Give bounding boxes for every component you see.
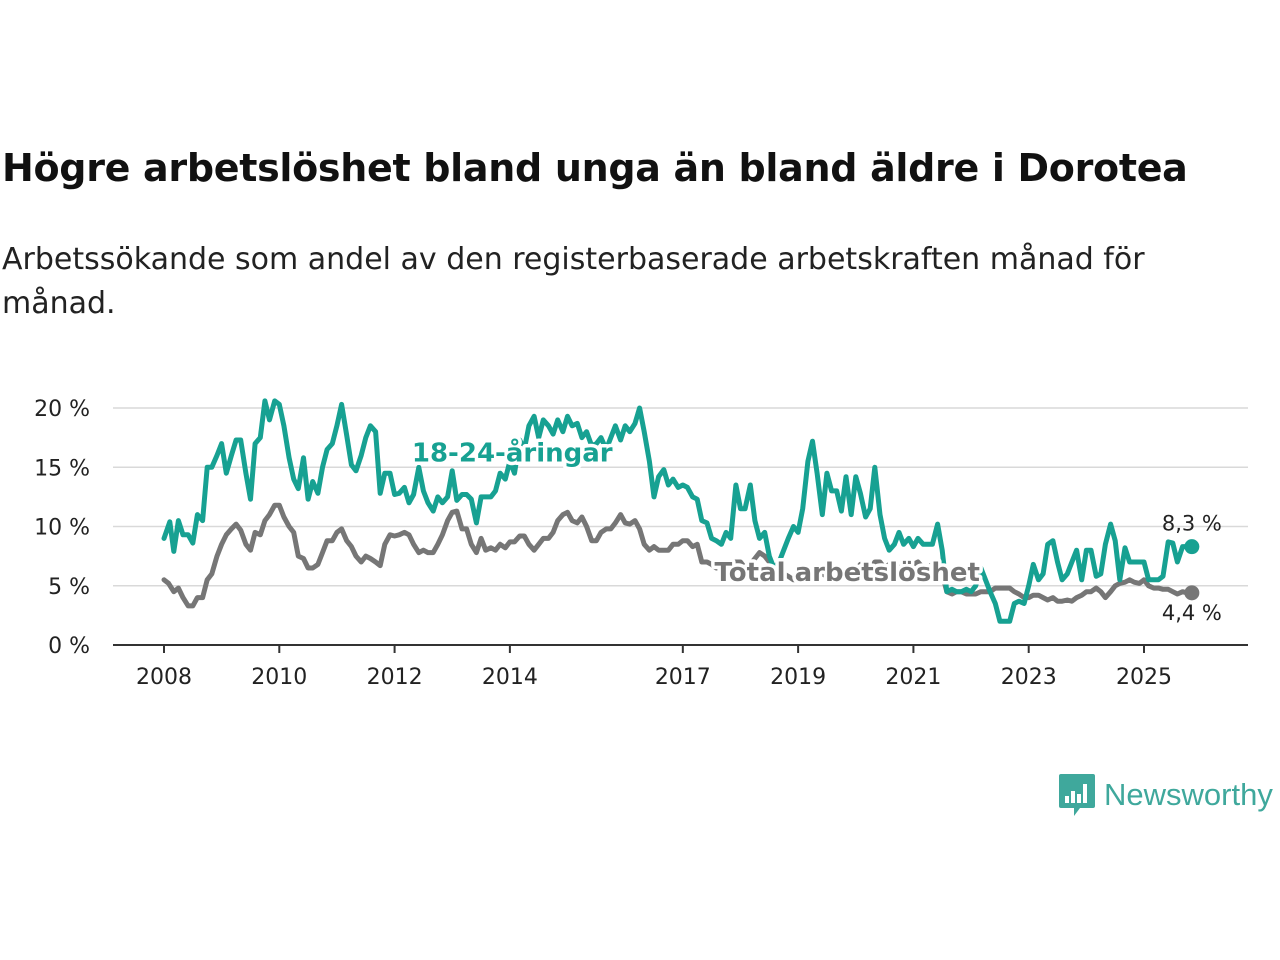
series-end-value: 4,4 % [1162,601,1222,625]
y-tick-label: 0 % [48,634,90,659]
series-lines [161,398,1200,624]
x-tick-label: 2023 [1001,665,1057,690]
x-tick-label: 2010 [251,665,307,690]
chart-subtitle: Arbetssökande som andel av den registerb… [2,242,1145,321]
x-tick-label: 2008 [136,665,192,690]
series-end-marker [1184,539,1200,555]
series-end-value: 8,3 % [1162,512,1222,536]
y-tick-label: 5 % [48,575,90,600]
bar-chart-speech-bubble-icon [1059,774,1095,816]
x-tick-label: 2019 [770,665,826,690]
series-label: 18-24-åringar [412,436,613,468]
series-labels: 18-24-åringar 8,3 % Total arbetslöshet 4,4 … [408,433,1222,625]
series-line [161,502,1195,609]
x-axis: 2008 2010 2012 2014 2017 2019 2021 2023 2025 [113,644,1248,690]
x-tick-label: 2012 [367,665,423,690]
x-tick-label: 2025 [1116,665,1172,690]
brand-name: Newsworthy [1104,777,1273,812]
series-line [161,398,1195,624]
y-axis-tick-labels: 0 % 5 % 10 % 15 % 20 % [34,397,90,659]
newsworthy-logo: Newsworthy [1058,772,1273,818]
x-tick-label: 2017 [655,665,711,690]
x-tick-label: 2014 [482,665,538,690]
y-tick-label: 20 % [34,397,90,422]
y-tick-label: 10 % [34,516,90,541]
x-tick-label: 2021 [885,665,941,690]
y-tick-label: 15 % [34,456,90,481]
chart-title: Högre arbetslöshet bland unga än bland ä… [2,146,1188,190]
series-label: Total arbetslöshet [715,558,980,588]
series-end-marker [1184,585,1200,601]
